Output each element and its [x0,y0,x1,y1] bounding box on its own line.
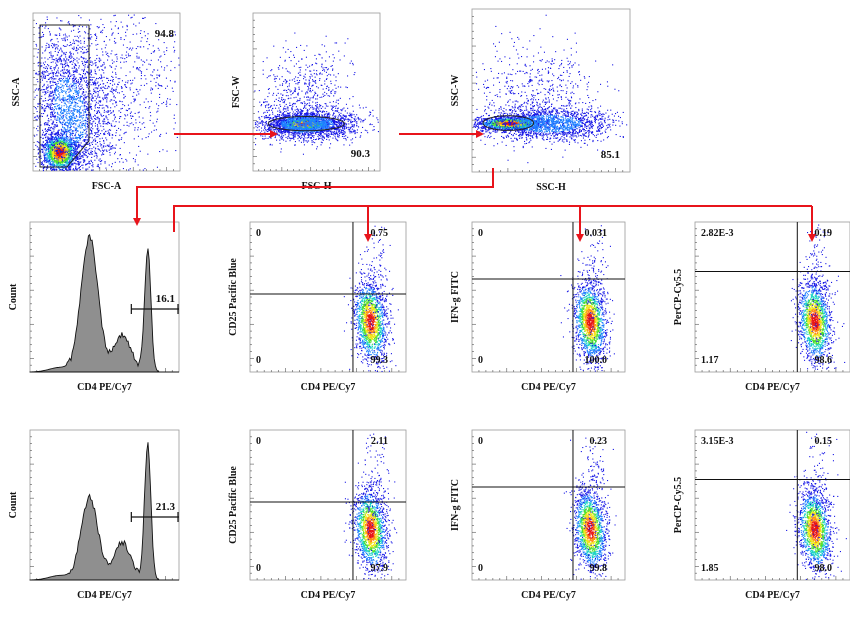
quadrant-bottom-left-value: 0 [256,563,261,574]
arrow-to-cd4-histogram [133,168,494,226]
panel-cd25-row2: CD4 PE/Cy7 CD25 Pacific Blue 0 2.11 0 97.9 [228,429,407,601]
plot-frame [29,429,180,581]
events-scatter [343,225,399,372]
panel-cd25-row1: CD4 PE/Cy7 CD25 Pacific Blue 0 0.75 0 99.3 [228,221,407,393]
panel-ssch-sscw: SSC-H SSC-W 85.1 [450,8,631,193]
x-axis-label: FSC-A [92,181,122,192]
quadrant-bottom-right-value: 100.0 [585,355,608,366]
x-axis-label: CD4 PE/Cy7 [77,590,132,601]
y-axis-label: PerCP-Cy5.5 [673,269,684,325]
gate-percentage: 90.3 [351,148,371,160]
y-axis-label: CD25 Pacific Blue [228,258,239,336]
panel-hist-row1: CD4 PE/Cy7 Count 16.1 [8,221,180,393]
x-axis-label: SSC-H [536,182,566,193]
gate-percentage: 94.8 [155,28,175,40]
quadrant-bottom-left-value: 0 [478,563,483,574]
events-scatter [786,431,847,580]
quadrant-bottom-left-value: 0 [256,355,261,366]
y-axis-label: SSC-A [11,77,22,107]
events-scatter [560,225,615,372]
panel-percp-row2: CD4 PE/Cy7 PerCP-Cy5.5 3.15E-3 0.15 1.85 98.0 [673,429,850,601]
quadrant-top-right-value: 0.19 [815,228,833,239]
events-scatter [790,224,846,370]
quadrant-bottom-right-value: 98.6 [815,355,833,366]
gate-percentage: 21.3 [156,501,176,513]
events-scatter [563,437,617,580]
gate-ellipse [482,115,535,131]
quadrant-top-left-value: 0 [478,436,483,447]
quadrant-bottom-left-value: 0 [478,355,483,366]
gate-percentage: 85.1 [601,149,620,161]
plot-frame [694,221,850,373]
quadrant-top-right-value: 2.11 [371,436,388,447]
quadrant-bottom-left-value: 1.17 [701,355,719,366]
quadrant-top-right-value: 0.75 [371,228,389,239]
panel-ifng-row1: CD4 PE/Cy7 IFN-g FITC 0 0.031 0 100.0 [450,221,626,393]
x-axis-label: CD4 PE/Cy7 [301,382,356,393]
gate-ellipse [267,115,345,132]
y-axis-label: SSC-W [450,75,461,107]
y-axis-label: FSC-W [231,76,242,108]
y-axis-label: PerCP-Cy5.5 [673,477,684,533]
quadrant-top-left-value: 2.82E-3 [701,228,734,239]
panel-hist-row2: CD4 PE/Cy7 Count 21.3 [8,429,180,601]
quadrant-bottom-right-value: 98.0 [815,563,833,574]
quadrant-top-left-value: 0 [478,228,483,239]
plot-frame [252,12,381,172]
gate-polygon [39,24,90,168]
x-axis-label: CD4 PE/Cy7 [745,382,800,393]
quadrant-top-left-value: 3.15E-3 [701,436,734,447]
gating-arrows [133,130,816,242]
x-axis-label: CD4 PE/Cy7 [521,590,576,601]
panel-ifng-row2: CD4 PE/Cy7 IFN-g FITC 0 0.23 0 99.8 [450,429,626,601]
x-axis-label: CD4 PE/Cy7 [77,382,132,393]
y-axis-label: Count [8,491,19,518]
events-scatter [343,433,398,580]
quadrant-top-right-value: 0.23 [590,436,608,447]
histogram-curve [29,442,179,581]
quadrant-top-left-value: 0 [256,436,261,447]
x-axis-label: CD4 PE/Cy7 [301,590,356,601]
y-axis-label: IFN-g FITC [450,271,461,323]
quadrant-bottom-right-value: 99.3 [371,355,389,366]
quadrant-bottom-right-value: 99.8 [590,563,608,574]
panel-fsc-ssc: FSC-A SSC-A 94.8 [11,12,181,192]
histogram-curve [29,233,179,373]
x-axis-label: CD4 PE/Cy7 [745,590,800,601]
plot-frame [471,429,626,581]
y-axis-label: Count [8,283,19,310]
quadrant-bottom-left-value: 1.85 [701,563,719,574]
plot-frame [249,429,407,581]
events-scatter [254,32,379,155]
y-axis-label: CD25 Pacific Blue [228,466,239,544]
y-axis-label: IFN-g FITC [450,479,461,531]
gate-percentage: 16.1 [156,293,175,305]
x-axis-label: CD4 PE/Cy7 [521,382,576,393]
panel-percp-row1: CD4 PE/Cy7 PerCP-Cy5.5 2.82E-3 0.19 1.17 98.6 [673,221,850,393]
quadrant-top-right-value: 0.031 [585,228,608,239]
events-scatter [34,14,180,172]
quadrant-top-left-value: 0 [256,228,261,239]
plot-frame [471,8,631,173]
arrow-bus [173,205,812,232]
quadrant-top-right-value: 0.15 [815,436,833,447]
quadrant-bottom-right-value: 97.9 [371,563,389,574]
